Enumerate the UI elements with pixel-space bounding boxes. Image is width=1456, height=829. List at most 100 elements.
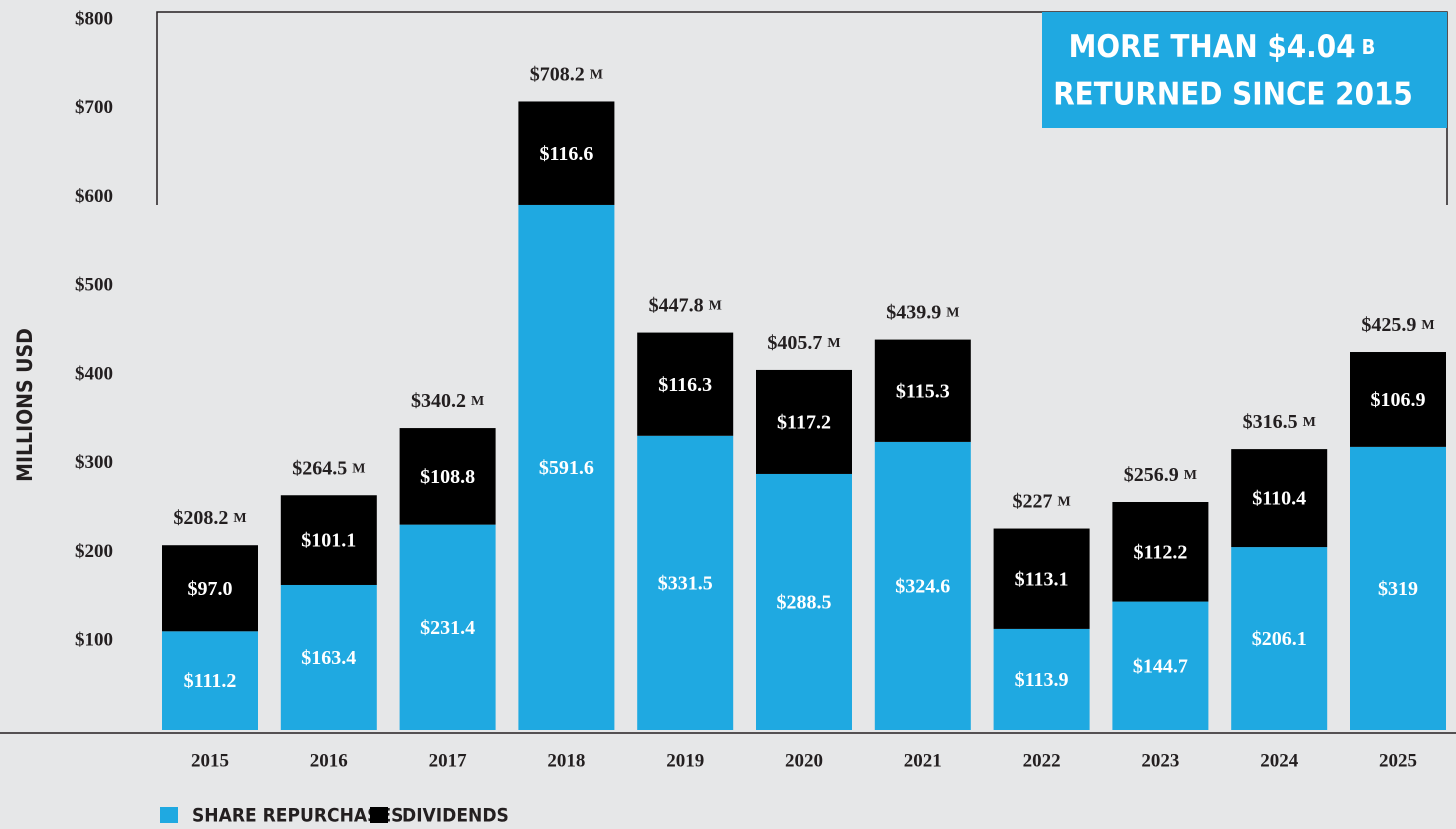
- total-label: $340.2 M: [411, 390, 484, 412]
- bar-segment: [162, 631, 258, 730]
- total-amount: $405.7: [767, 332, 822, 354]
- x-tick-label: 2020: [785, 750, 823, 771]
- total-unit: M: [590, 68, 603, 83]
- callout-unit: B: [1362, 35, 1376, 59]
- total-label: $316.5 M: [1243, 411, 1316, 433]
- callout-line1: MORE THAN $4.04 B: [1069, 29, 1376, 65]
- y-tick-label: $600: [75, 186, 113, 207]
- bar-segment: [1112, 502, 1209, 602]
- total-amount: $708.2: [530, 63, 585, 85]
- bar-segment: [280, 584, 377, 730]
- x-tick-label: 2016: [310, 750, 348, 771]
- x-tick-label: 2024: [1260, 750, 1299, 771]
- bar-segment: [399, 524, 496, 730]
- total-amount: $447.8: [649, 294, 704, 316]
- bar-segment: [518, 101, 615, 205]
- total-label: $708.2 M: [530, 63, 603, 85]
- x-tick-label: 2022: [1023, 750, 1061, 771]
- bar-segment: [756, 369, 852, 474]
- y-tick-label: $700: [75, 97, 113, 118]
- value-label: $116.3: [658, 374, 712, 396]
- total-amount: $256.9: [1124, 464, 1179, 486]
- total-amount: $425.9: [1361, 314, 1416, 336]
- bar-segment: [399, 428, 496, 525]
- bar-segment: [874, 441, 971, 730]
- legend-label: SHARE REPURCHASES: [192, 805, 403, 827]
- value-label: $331.5: [658, 572, 713, 594]
- bar-segment: [993, 628, 1090, 730]
- callout-box: [1042, 12, 1447, 128]
- x-tick-label: 2019: [666, 750, 704, 771]
- value-label: $108.8: [420, 466, 475, 488]
- callout-amount: MORE THAN $4.04: [1069, 29, 1356, 65]
- value-label: $101.1: [301, 530, 356, 552]
- total-unit: M: [471, 394, 484, 409]
- total-label: $264.5 M: [292, 457, 365, 479]
- value-label: $106.9: [1371, 389, 1426, 411]
- total-unit: M: [352, 461, 365, 476]
- total-amount: $264.5: [292, 457, 347, 479]
- value-label: $319: [1378, 578, 1418, 600]
- total-label: $227 M: [1012, 490, 1070, 512]
- total-amount: $227: [1012, 490, 1052, 512]
- total-unit: M: [1303, 415, 1316, 430]
- y-tick-label: $100: [75, 630, 113, 651]
- total-unit: M: [233, 511, 246, 526]
- total-unit: M: [1421, 318, 1434, 333]
- value-label: $206.1: [1252, 628, 1307, 650]
- bar-segment: [637, 435, 734, 730]
- value-label: $112.2: [1133, 541, 1187, 563]
- y-tick-label: $500: [75, 275, 113, 296]
- x-tick-label: 2017: [429, 750, 468, 771]
- bar-segment: [280, 495, 377, 585]
- legend-label: DIVIDENDS: [402, 805, 509, 827]
- bar-segment: [993, 528, 1090, 629]
- value-label: $110.4: [1252, 488, 1306, 510]
- total-label: $447.8 M: [649, 294, 722, 316]
- total-unit: M: [709, 299, 722, 314]
- total-unit: M: [1057, 495, 1070, 510]
- value-label: $324.6: [895, 576, 950, 598]
- y-axis-label: MILLIONS USD: [13, 328, 37, 482]
- total-label: $256.9 M: [1124, 464, 1197, 486]
- x-tick-label: 2021: [904, 750, 942, 771]
- value-label: $115.3: [896, 380, 950, 402]
- y-tick-label: $800: [75, 8, 113, 29]
- value-label: $111.2: [184, 670, 237, 692]
- value-label: $288.5: [777, 592, 832, 614]
- bar-segment: [1231, 449, 1328, 548]
- total-label: $405.7 M: [767, 332, 840, 354]
- total-label: $425.9 M: [1361, 314, 1434, 336]
- total-unit: M: [827, 336, 840, 351]
- bar-segment: [637, 332, 734, 436]
- legend-swatch: [370, 807, 388, 823]
- value-label: $113.1: [1015, 568, 1069, 590]
- value-label: $117.2: [777, 412, 831, 434]
- total-unit: M: [946, 306, 959, 321]
- x-tick-label: 2015: [191, 750, 229, 771]
- x-tick-label: 2025: [1379, 750, 1417, 771]
- value-label: $144.7: [1133, 655, 1188, 677]
- bar-segment: [1112, 601, 1209, 730]
- total-label: $439.9 M: [886, 301, 959, 323]
- callout-line2: RETURNED SINCE 2015: [1053, 77, 1413, 113]
- total-amount: $439.9: [886, 301, 941, 323]
- bar-segment: [1231, 547, 1328, 730]
- value-label: $591.6: [539, 457, 594, 479]
- x-tick-label: 2023: [1141, 750, 1179, 771]
- bar-segment: [1350, 352, 1446, 447]
- legend-swatch: [160, 807, 178, 823]
- total-amount: $208.2: [173, 507, 228, 529]
- value-label: $97.0: [188, 578, 233, 600]
- value-label: $163.4: [301, 647, 356, 669]
- total-label: $208.2 M: [173, 507, 246, 529]
- bar-segment: [1350, 446, 1446, 730]
- value-label: $113.9: [1015, 669, 1069, 691]
- x-tick-label: 2018: [547, 750, 585, 771]
- bar-segment: [518, 204, 615, 730]
- bar-segment: [756, 473, 852, 730]
- total-unit: M: [1184, 468, 1197, 483]
- total-amount: $340.2: [411, 390, 466, 412]
- value-label: $231.4: [420, 617, 475, 639]
